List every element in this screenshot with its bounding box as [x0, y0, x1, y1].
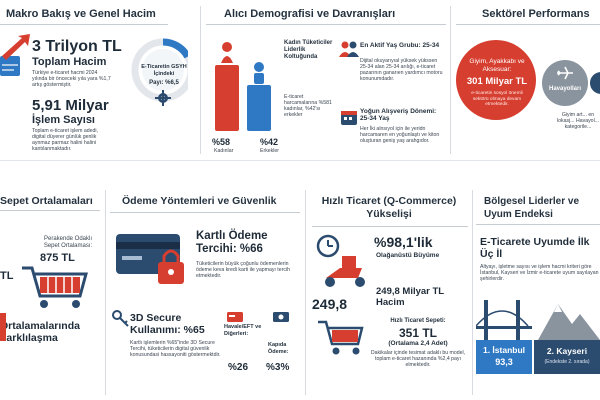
- eft-label: Havale/EFT ve Diğerleri:: [224, 324, 262, 337]
- basket-title-underline: [0, 210, 100, 211]
- fashion-sector-desc: e-ticaretin sosyol önemli sektörü olmaya…: [471, 91, 523, 108]
- active-age-desc: Dijital okuyarıyıal yüksek yükssen 25-34…: [360, 58, 443, 82]
- calendar-icon: [341, 111, 357, 125]
- retail-basket-label: Perakende Odaklı Sepet Ortalaması:: [43, 236, 93, 249]
- quick-basket-icon: [318, 320, 364, 355]
- divider-demo-sector: [450, 6, 451, 154]
- divider-basket-payment: [105, 190, 106, 395]
- qcommerce-volume-big: 249,8: [312, 296, 348, 312]
- qcommerce-growth-label: Olağanüstü Büyüme: [376, 252, 440, 259]
- divider-macro-demo: [200, 6, 201, 154]
- shopping-cart-icon: [22, 266, 88, 308]
- key-icon: [112, 310, 129, 327]
- qcommerce-section-title: Hızlı Ticaret (Q-Commerce) Yükselişi: [321, 195, 457, 220]
- women-leader-desc: E-ticaret harcamalarına %581 kadınlar, %…: [284, 94, 332, 118]
- macro-volume-value: 3 Trilyon TL: [32, 38, 122, 55]
- men-share-label: Erkekler: [260, 148, 280, 154]
- payment-title-underline: [110, 212, 300, 213]
- secure-3d-desc: Kartlı işlemlerin %65"inde 3D Secure Ter…: [130, 340, 221, 358]
- next-sector-circle: [590, 72, 600, 94]
- secure-3d-title: 3D Secure Kullanımı: %65: [130, 312, 205, 336]
- fashion-sector-circle: [456, 40, 536, 120]
- gdp-share-value: Payı: %6,5: [149, 80, 179, 86]
- peak-shopping-desc: Her İki alnsıyol için ile yeridn harcama…: [360, 126, 440, 144]
- airline-sector-label: Havayolları: [548, 86, 582, 92]
- card-payment-title: Kartlı Ödeme Tercihi: %66: [196, 230, 268, 255]
- rank1-panel: [476, 340, 532, 374]
- quick-basket-label: Hızlı Ticaret Sepeti:: [390, 318, 446, 324]
- credit-card-lock-icon: [116, 234, 184, 284]
- eft-value: %26: [228, 362, 249, 373]
- cod-value: %3%: [266, 362, 290, 373]
- women-share-label: Kadınlar: [214, 148, 234, 154]
- sector-title-underline: [456, 24, 600, 25]
- retail-basket-value: 875 TL: [40, 252, 75, 264]
- men-share-value: %42: [260, 137, 279, 147]
- active-age-title: En Aktif Yaş Grubu: 25-34: [360, 42, 440, 49]
- regional-subtitle: E-Ticarete Uyumde İlk Üç İl: [480, 236, 590, 260]
- rank2-panel: [534, 340, 600, 374]
- qcommerce-volume-text: 249,8 Milyar TL Hacim: [376, 286, 444, 308]
- women-share-value: %58: [212, 137, 231, 147]
- macro-volume-label: Toplam Hacim: [32, 56, 107, 68]
- sector-bottom-note: Giyim art... en lokasj... Havayol... kat…: [556, 112, 600, 130]
- user-group-icon: [339, 41, 359, 57]
- fashion-sector-value: 301 Milyar TL: [466, 76, 528, 87]
- quick-basket-desc: Dakikalar içinde tesimat adaklı bu model…: [370, 350, 466, 368]
- istanbul-bridge-icon: [476, 300, 600, 340]
- macro-section-title: Makro Bakış ve Genel Hacim: [6, 8, 156, 20]
- qcommerce-growth-value: %98,1'lik: [374, 234, 433, 250]
- quick-basket-sub: (Ortalama 2,4 Adet): [388, 340, 448, 347]
- peak-shopping-title: Yoğun Alışveriş Dönemi: 25-34 Yaş: [360, 108, 437, 122]
- regional-title-underline: [476, 224, 600, 225]
- divider-q-regional: [472, 190, 473, 395]
- rank2-sub: (Endekste 2. sırada): [544, 359, 590, 365]
- cash-icon: [273, 312, 289, 322]
- demographic-section-title: Alıcı Demografisi ve Davranışları: [224, 8, 396, 20]
- payment-section-title: Ödeme Yöntemleri ve Güvenlik: [122, 195, 277, 207]
- macro-volume-desc: Türkiye e-ticaret hacmi 2024 yılında bir…: [32, 70, 111, 88]
- growth-arrow-icon: [0, 34, 30, 76]
- rank1-value: 93,3: [495, 357, 513, 367]
- basket-accent-bar: [0, 313, 6, 341]
- regional-desc: Altyayı, işletme sayısı ve işlem hacmi k…: [480, 264, 599, 282]
- divider-payment-q: [305, 190, 306, 395]
- regional-section-title: Bölgesel Liderler ve Uyum Endeksi: [484, 196, 580, 220]
- demographic-title-underline: [206, 24, 446, 25]
- women-leader-title: Kadın Tüketiciler Liderlik Koltuğunda: [284, 40, 333, 60]
- gear-icon: [155, 90, 171, 106]
- macro-transactions-label: İşlem Sayısı: [32, 114, 95, 126]
- sector-section-title: Sektörel Performans: [482, 8, 590, 20]
- basket-section-title: Sepet Ortalamaları: [0, 195, 93, 207]
- gender-bar-chart: [215, 42, 271, 131]
- cod-label: Kapıda Ödeme:: [268, 342, 289, 355]
- macro-transactions-value: 5,91 Milyar: [32, 97, 109, 114]
- rank2-label: 2. Kayseri: [546, 346, 588, 356]
- qcommerce-title-underline: [312, 226, 468, 227]
- fashion-sector-label: Giyim, Ayakkabı ve Aksesuar:: [469, 58, 525, 73]
- gdp-share-title: E-Ticaretin GSYH İçindeki: [141, 64, 187, 77]
- left-basket-value: TL: [0, 270, 14, 282]
- quick-basket-value: 351 TL: [398, 326, 437, 340]
- rank1-label: 1. İstanbul: [482, 345, 526, 355]
- bank-transfer-icon: [227, 312, 243, 322]
- delivery-scooter-icon: [316, 234, 365, 287]
- airplane-icon: [557, 66, 573, 80]
- macro-transactions-desc: Toplam e-ticaret işlem adedi, digital dü…: [32, 128, 99, 152]
- card-payment-desc: Tüketicilerin büyük çoğunlu ödemenlerin …: [196, 261, 290, 279]
- basket-variation-title: Ortalamalarında Farklılaşma: [0, 320, 80, 344]
- row-divider: [0, 160, 600, 161]
- macro-title-underline: [0, 24, 168, 25]
